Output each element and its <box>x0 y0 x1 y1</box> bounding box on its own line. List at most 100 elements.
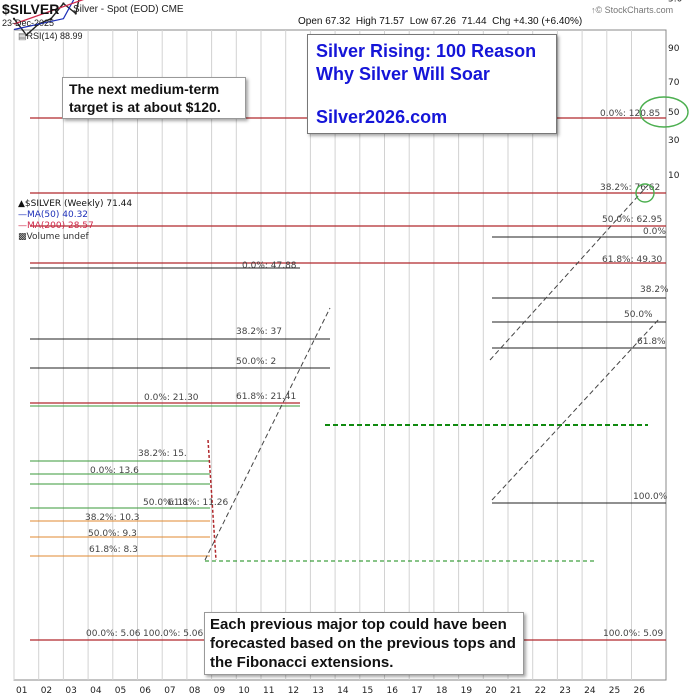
bottom-note: Each previous major top could have been … <box>204 612 524 675</box>
fib-label: 50.0%: 62.95 <box>602 215 662 225</box>
rsi-icon: ▤ <box>18 31 27 41</box>
rsi-tick-label: 70 <box>668 78 680 88</box>
fib-label: 50.0%: 11 <box>143 498 189 508</box>
x-tick-label-06: 06 <box>140 686 152 696</box>
legend-ma200: —MA(200) 28.57 <box>18 221 94 231</box>
rsi-tick-label: 50 <box>668 108 680 118</box>
channel-line <box>204 307 331 561</box>
series-layer <box>12 0 84 37</box>
open-value: 67.32 <box>325 16 351 27</box>
x-tick-label-09: 09 <box>214 686 226 696</box>
promo-url[interactable]: Silver2026.com <box>316 107 448 127</box>
volume-legend-icon: ▩ <box>18 232 27 242</box>
fib-label: 61.8% <box>637 337 666 347</box>
rsi-label: ▤RSI(14) 88.99 <box>18 31 83 42</box>
low-label: Low <box>409 16 429 27</box>
price-legend-icon: ▲ <box>18 199 25 209</box>
fib-label: 50.0% <box>624 310 653 320</box>
x-tick-label-18: 18 <box>436 686 448 696</box>
x-tick-label-21: 21 <box>510 686 521 696</box>
fib-label: 100.0%: 5.06 <box>143 629 204 639</box>
target-note: The next medium-term target is at about … <box>62 77 246 119</box>
close-value: 71.44 <box>461 16 487 27</box>
x-tick-label-24: 24 <box>584 686 596 696</box>
chart-date: 23-Dec-2025 <box>2 18 55 28</box>
legend-ma50-text: MA(50) 40.32 <box>27 210 89 220</box>
high-label: High <box>355 16 377 27</box>
fib-label: 50.0%: 9.3 <box>88 529 137 539</box>
x-tick-label-03: 03 <box>65 686 76 696</box>
x-tick-label-08: 08 <box>189 686 201 696</box>
fib-label: 00.0%: 5.06 <box>86 629 141 639</box>
fib-label: 38.2%: 37 <box>236 327 282 337</box>
fib-label: 50.0%: 2 <box>236 357 276 367</box>
ma50-legend-line: — <box>18 210 27 220</box>
price-point <box>49 17 53 20</box>
fib-label: 61.8%: 11.26 <box>168 498 229 508</box>
fib-label: 100.0% <box>633 492 668 502</box>
x-tick-label-16: 16 <box>387 686 399 696</box>
rsi-tick-label: 10 <box>668 171 680 181</box>
fib-label: 38.2%: 76.62 <box>600 183 660 193</box>
x-tick-label-07: 07 <box>164 686 175 696</box>
fib-label: 38.2%: 15. <box>138 449 187 459</box>
x-tick-label-26: 26 <box>634 686 646 696</box>
chart-symbol: $SILVER <box>2 1 60 17</box>
chg-value: +4.30 (+6.40%) <box>513 16 583 27</box>
fib-label: 38.2% <box>640 285 669 295</box>
fib-label: 38.2%: 10.3 <box>85 513 140 523</box>
legend-price: ▲$SILVER (Weekly) 71.44 <box>18 199 132 209</box>
x-tick-label-19: 19 <box>461 686 473 696</box>
fib-label: 100.0%: 5.09 <box>603 629 664 639</box>
chg-label: Chg <box>492 16 511 27</box>
target-highlight-circle <box>639 96 689 128</box>
price-point <box>74 12 77 15</box>
fib-label: 61.8%: 21.41 <box>236 392 296 402</box>
fib-label: 0.0%: 47.88 <box>242 261 297 271</box>
price-point <box>12 17 16 20</box>
watermark-text: © StockCharts.com <box>595 5 674 15</box>
x-tick-label-12: 12 <box>288 686 299 696</box>
x-tick-label-20: 20 <box>485 686 497 696</box>
chart-instrument: Silver - Spot (EOD) CME <box>73 4 184 15</box>
fib-label: 0.0%: 21.30 <box>144 393 199 403</box>
x-tick-label-17: 17 <box>411 686 422 696</box>
axis-ticks: 01 02 03 04 05 06 07 08 09 10 11 12 13 14 15 16 17 18 19 20… <box>16 0 683 696</box>
high-value: 71.57 <box>379 16 405 27</box>
crash-drop-line <box>207 439 217 561</box>
x-tick-label-22: 22 <box>535 686 546 696</box>
fib-label: 61.8%: 8.3 <box>89 545 138 555</box>
stockcharts-watermark: ↑© StockCharts.com <box>591 5 673 15</box>
grid <box>13 30 632 680</box>
channel-line <box>489 184 649 361</box>
x-tick-label-25: 25 <box>609 686 620 696</box>
promo-line-2: Why Silver Will Soar <box>316 64 490 84</box>
fib-label: 0.0% <box>643 227 666 237</box>
x-tick-label-10: 10 <box>238 686 250 696</box>
ma200-legend-line: — <box>18 221 27 231</box>
y-tick-label: 5.0 <box>668 0 683 5</box>
x-tick-label-15: 15 <box>362 686 373 696</box>
x-tick-label-13: 13 <box>312 686 323 696</box>
top-highlight-circle <box>635 183 655 203</box>
channel-line <box>491 317 661 501</box>
rsi-value: RSI(14) 88.99 <box>26 31 83 41</box>
fib-label: 61.8%: 49.30 <box>602 255 663 265</box>
legend-ma50: —MA(50) 40.32 <box>18 210 88 220</box>
rsi-tick-label: 90 <box>668 44 680 54</box>
fib-label: 0.0%: 13.6 <box>90 466 139 476</box>
price-point <box>62 2 65 5</box>
fib-labels: 0.0%: 120.85 38.2%: 76.62 50.0%: 62.95 0.0%… <box>85 109 669 639</box>
rsi-tick-label: 30 <box>668 136 680 146</box>
legend-ma200-text: MA(200) 28.57 <box>27 221 94 231</box>
x-tick-label-01: 01 <box>16 686 27 696</box>
promo-line-1: Silver Rising: 100 Reason <box>316 41 537 61</box>
price-point <box>25 33 28 37</box>
x-tick-label-02: 02 <box>41 686 52 696</box>
x-tick-label-04: 04 <box>90 686 102 696</box>
legend-volume-text: Volume undef <box>26 232 89 242</box>
legend-volume: ▩Volume undef <box>18 232 89 242</box>
open-label: Open <box>298 16 323 27</box>
promo-box: Silver Rising: 100 Reason Why Silver Wil… <box>307 34 557 134</box>
